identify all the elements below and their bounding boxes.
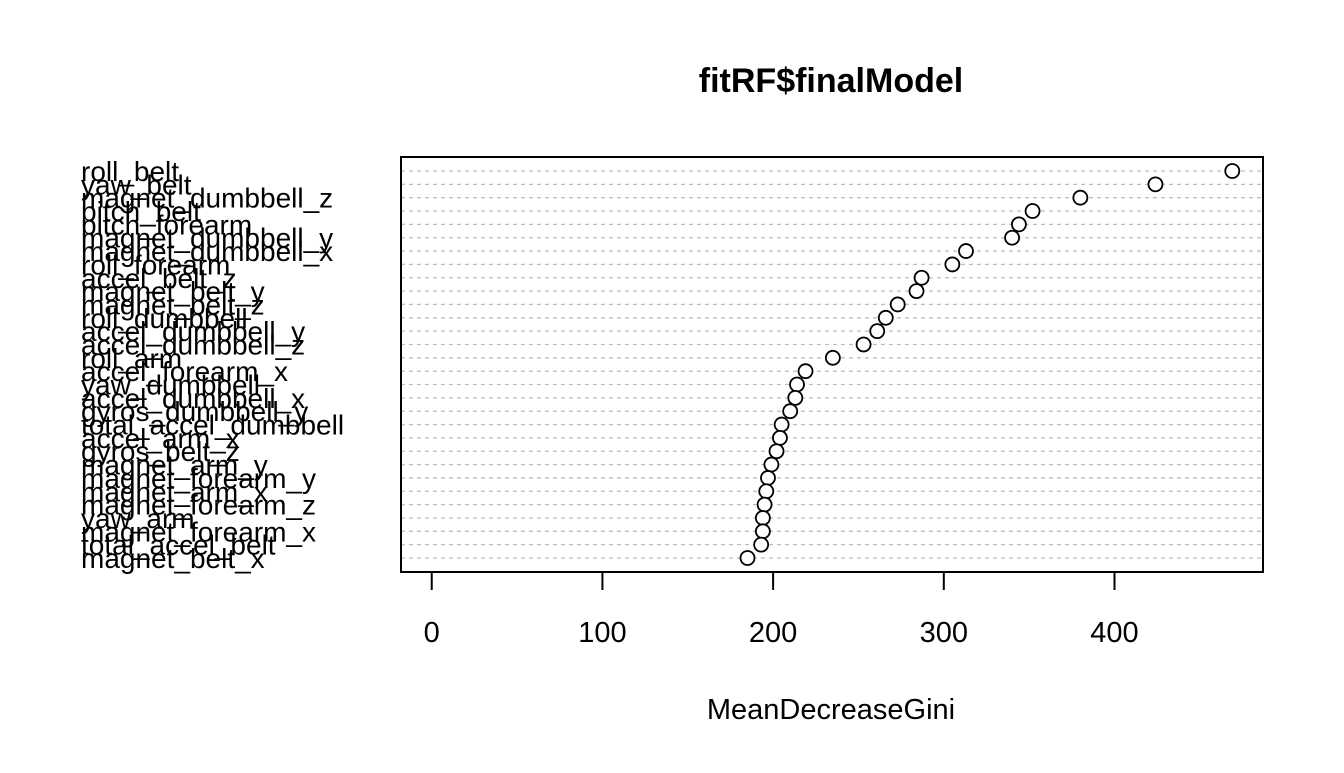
variable-label: magnet_dumbbell_y <box>81 223 333 254</box>
data-point <box>773 416 790 433</box>
variable-label: magnet_forearm_z <box>81 490 316 521</box>
variable-label: magnet_belt_y <box>81 276 265 307</box>
variable-label: accel_forearm_x <box>81 356 288 387</box>
x-axis-label: MeanDecreaseGini <box>707 694 955 726</box>
data-point <box>782 403 799 420</box>
variable-label: roll_belt <box>81 156 179 187</box>
data-point <box>1072 189 1089 206</box>
variable-label: magnet_forearm_y <box>81 463 316 494</box>
variable-label: magnet_dumbbell_x <box>81 236 333 267</box>
x-tick-label: 100 <box>578 617 626 649</box>
data-point <box>758 483 775 500</box>
variable-label: gyros_dumbbell_y <box>81 396 308 427</box>
variable-label: magnet_belt_z <box>81 289 265 320</box>
variable-label: gyros_belt_z <box>81 436 240 467</box>
data-point <box>797 363 814 380</box>
data-point <box>944 256 961 273</box>
x-tick-label: 300 <box>920 617 968 649</box>
variable-label: magnet_dumbbell_z <box>81 183 333 214</box>
data-points <box>739 163 1241 566</box>
data-point <box>787 389 804 406</box>
data-point <box>1224 163 1241 179</box>
data-point <box>753 536 770 553</box>
variable-label: magnet_forearm_x <box>81 516 316 547</box>
variable-label: yaw_belt <box>81 169 192 200</box>
variable-label: roll_arm <box>81 343 182 374</box>
data-point <box>1024 203 1041 219</box>
chart-title: fitRF$finalModel <box>699 62 963 100</box>
variable-label: pitch_belt <box>81 196 201 227</box>
variable-label: yaw_arm <box>81 503 195 534</box>
x-tick-label: 0 <box>424 617 440 649</box>
variable-label: accel_dumbbell_y <box>81 316 305 347</box>
variable-label: pitch_forearm <box>81 209 252 240</box>
data-point <box>1011 216 1027 233</box>
data-point <box>913 269 930 286</box>
data-point <box>756 496 773 513</box>
data-point <box>889 296 906 313</box>
data-point <box>772 429 788 446</box>
data-point <box>1147 176 1164 193</box>
variable-label: magnet_belt_x <box>81 543 265 574</box>
data-point <box>760 470 776 486</box>
data-point <box>754 510 771 526</box>
variable-label: accel_dumbbell_z <box>81 329 305 360</box>
variable-label: yaw_dumbbell <box>81 370 260 401</box>
variable-label: roll_dumbbell <box>81 303 248 334</box>
data-point <box>789 376 805 393</box>
x-tick-label: 400 <box>1090 617 1138 649</box>
variable-label: total_accel_dumbbell <box>81 410 344 441</box>
data-point <box>869 323 886 340</box>
data-point <box>768 443 785 460</box>
x-axis: 0 100 200 300 400 <box>424 571 1139 649</box>
data-point <box>908 283 925 300</box>
variable-label: magnet_arm_x <box>81 476 268 507</box>
data-point <box>855 336 872 353</box>
variable-label: magnet_arm_y <box>81 450 268 481</box>
variable-label: accel_dumbbell_x <box>81 383 305 414</box>
data-point <box>754 523 771 540</box>
data-point <box>877 309 894 326</box>
data-point <box>763 456 780 473</box>
variable-label: total_accel_belt <box>81 530 276 561</box>
data-point <box>824 349 841 366</box>
data-point <box>739 550 756 566</box>
data-point <box>958 243 974 259</box>
variable-labels: roll_beltyaw_beltmagnet_dumbbell_zpitch_… <box>81 156 344 574</box>
data-point <box>1004 229 1020 246</box>
variable-label: accel_belt_z <box>81 263 237 294</box>
x-tick-label: 200 <box>749 617 797 649</box>
variable-label: roll_forearm <box>81 249 230 280</box>
variable-label: accel_arm_x <box>81 423 240 454</box>
